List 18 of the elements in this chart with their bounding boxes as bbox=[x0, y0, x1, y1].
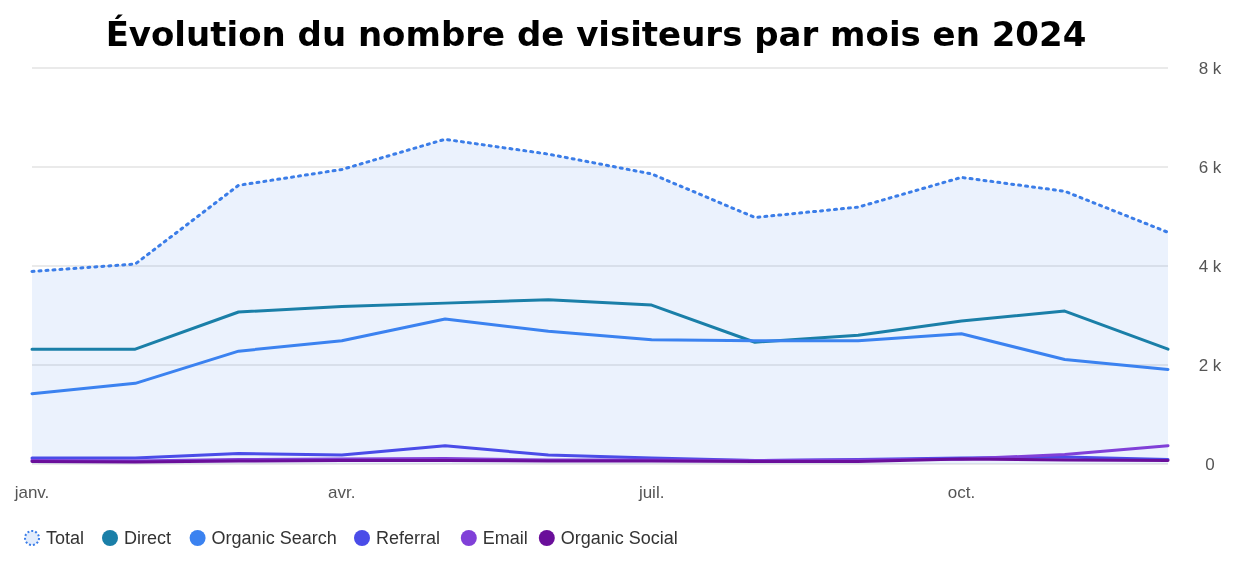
x-tick-label: oct. bbox=[947, 483, 976, 502]
y-tick-label: 6 k bbox=[1198, 158, 1222, 177]
line-series bbox=[30, 317, 1170, 396]
x-tick-label: avr. bbox=[328, 483, 356, 502]
y-tick-label: 0 bbox=[1205, 455, 1215, 474]
x-tick-label: janv. bbox=[13, 483, 50, 502]
y-tick-label: 4 k bbox=[1198, 257, 1222, 276]
legend-label: Referral bbox=[376, 528, 441, 548]
chart-title: Évolution du nombre de visiteurs par mois en 2024 bbox=[105, 14, 1087, 54]
legend-label: Organic Social bbox=[560, 528, 678, 548]
legend-label: Total bbox=[46, 528, 85, 548]
line-series bbox=[30, 298, 1170, 351]
legend-label: Direct bbox=[124, 528, 172, 548]
x-tick-label: juil. bbox=[637, 483, 665, 502]
y-tick-label: 2 k bbox=[1198, 356, 1222, 375]
y-tick-label: 8 k bbox=[1198, 59, 1222, 78]
legend-label: Organic Search bbox=[211, 528, 337, 548]
legend-label: Email bbox=[482, 528, 528, 548]
